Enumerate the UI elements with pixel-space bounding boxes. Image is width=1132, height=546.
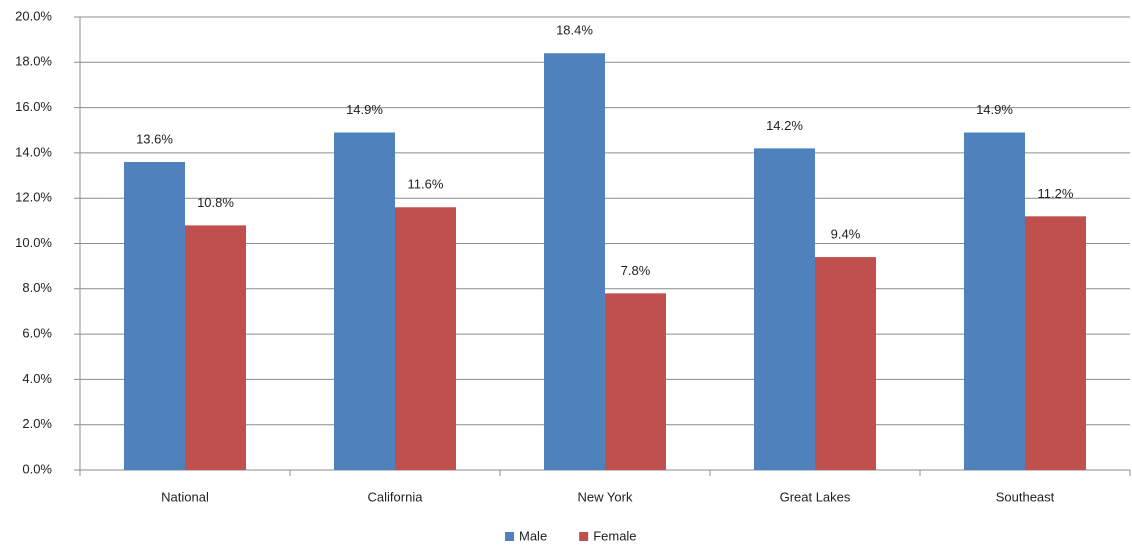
bar — [334, 132, 395, 470]
data-label: 18.4% — [556, 23, 593, 38]
data-label: 9.4% — [831, 227, 861, 242]
y-tick-label: 2.0% — [22, 416, 52, 431]
bar — [605, 293, 666, 470]
y-tick-label: 6.0% — [22, 326, 52, 341]
data-label: 11.6% — [408, 177, 444, 192]
x-tick-label: National — [161, 489, 209, 504]
y-tick-label: 12.0% — [15, 190, 52, 205]
y-tick-label: 4.0% — [22, 371, 52, 386]
y-tick-label: 16.0% — [15, 99, 52, 114]
data-label: 14.9% — [346, 102, 383, 117]
legend-label: Male — [519, 528, 547, 543]
data-label: 7.8% — [621, 263, 651, 278]
x-tick-label: New York — [578, 489, 633, 504]
bar — [964, 132, 1025, 470]
legend-label: Female — [593, 528, 636, 543]
data-label: 14.2% — [766, 118, 803, 133]
legend-swatch — [579, 532, 589, 541]
data-label: 14.9% — [976, 102, 1013, 117]
x-tick-label: California — [368, 489, 424, 504]
x-tick-label: Southeast — [996, 489, 1055, 504]
bar — [395, 207, 456, 470]
legend-swatch — [505, 532, 514, 541]
data-label: 10.8% — [197, 195, 234, 210]
bar — [544, 53, 605, 471]
bar — [124, 161, 185, 470]
bar — [754, 148, 815, 470]
y-tick-label: 8.0% — [22, 280, 52, 295]
y-tick-label: 10.0% — [15, 235, 52, 250]
data-label: 11.2% — [1038, 186, 1074, 201]
bar — [815, 257, 876, 470]
y-tick-label: 18.0% — [15, 54, 52, 69]
bar — [1025, 216, 1086, 470]
y-tick-label: 0.0% — [22, 461, 52, 476]
data-label: 13.6% — [136, 131, 173, 146]
bar — [185, 225, 246, 470]
y-tick-label: 14.0% — [15, 144, 52, 159]
x-tick-label: Great Lakes — [780, 489, 851, 504]
y-tick-label: 20.0% — [15, 8, 52, 23]
